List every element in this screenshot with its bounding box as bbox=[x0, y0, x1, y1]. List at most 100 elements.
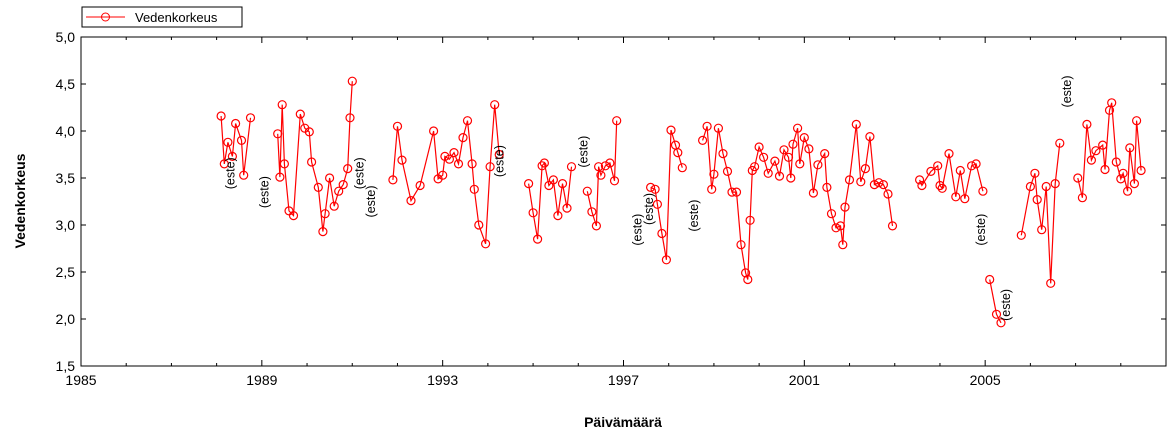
data-point bbox=[1111, 157, 1121, 167]
data-point bbox=[236, 135, 247, 145]
data-point bbox=[770, 156, 780, 166]
data-point bbox=[835, 221, 846, 231]
data-point bbox=[216, 111, 226, 121]
y-tick-label: 2,0 bbox=[56, 311, 76, 327]
y-axis-title: Vedenkorkeus bbox=[12, 153, 28, 248]
data-point bbox=[1055, 138, 1065, 148]
legend-box bbox=[81, 6, 243, 28]
data-point bbox=[1082, 119, 1092, 130]
data-point bbox=[557, 179, 568, 189]
data-point bbox=[415, 180, 425, 191]
x-tick-label: 2005 bbox=[970, 372, 1001, 388]
data-point bbox=[467, 159, 477, 169]
data-point bbox=[740, 268, 751, 278]
annotation-este: (este) bbox=[631, 214, 645, 246]
data-point bbox=[307, 157, 317, 167]
data-point bbox=[758, 152, 769, 162]
data-point bbox=[722, 166, 733, 176]
data-point bbox=[528, 208, 538, 218]
y-tick-label: 1,5 bbox=[56, 358, 76, 374]
data-point bbox=[553, 211, 563, 221]
legend: Vedenkorkeus bbox=[81, 6, 243, 28]
data-point bbox=[593, 162, 604, 172]
data-point bbox=[1037, 225, 1047, 235]
data-point bbox=[887, 221, 898, 231]
data-point bbox=[731, 187, 742, 197]
data-point bbox=[645, 182, 656, 192]
data-point bbox=[966, 161, 977, 171]
data-point bbox=[951, 192, 961, 202]
data-point bbox=[544, 180, 554, 191]
data-point bbox=[774, 171, 785, 181]
data-point bbox=[804, 144, 814, 154]
data-point bbox=[874, 178, 884, 188]
data-point bbox=[1032, 195, 1042, 205]
y-tick-label: 5,0 bbox=[56, 29, 76, 45]
data-point bbox=[406, 196, 416, 206]
data-point bbox=[652, 199, 663, 209]
data-point bbox=[1098, 140, 1108, 150]
series-line-segment bbox=[1077, 102, 1142, 198]
data-point bbox=[1100, 164, 1110, 175]
y-tick-label: 4,0 bbox=[56, 123, 76, 139]
data-point bbox=[914, 175, 925, 185]
data-point bbox=[754, 142, 764, 152]
annotation-este: (este) bbox=[493, 145, 507, 177]
data-point bbox=[851, 119, 861, 130]
y-tick-label: 3,0 bbox=[56, 217, 76, 233]
data-point bbox=[985, 274, 995, 285]
data-point bbox=[840, 202, 850, 212]
data-point bbox=[1116, 174, 1126, 184]
data-point bbox=[587, 207, 597, 217]
data-point bbox=[831, 223, 841, 233]
data-point bbox=[991, 309, 1002, 319]
data-point bbox=[325, 173, 335, 183]
data-point bbox=[996, 318, 1006, 328]
series-line-segment bbox=[702, 124, 894, 280]
data-point bbox=[1050, 179, 1060, 189]
data-point bbox=[334, 186, 344, 196]
annotation-este: (este) bbox=[353, 157, 367, 189]
data-point bbox=[474, 220, 484, 230]
series-line-segment bbox=[528, 161, 573, 240]
data-point bbox=[304, 127, 314, 137]
y-tick-label: 3,5 bbox=[56, 170, 76, 186]
data-point bbox=[917, 180, 927, 191]
series-line-segment bbox=[277, 81, 353, 232]
data-point bbox=[808, 188, 819, 198]
data-point bbox=[318, 227, 328, 237]
data-point bbox=[666, 125, 676, 135]
data-point bbox=[955, 165, 965, 176]
axis-ticks: 1,5 2,0 2,5 3,0 3,5 4,0 4,5 5,0 1985 1989 1993 1997… bbox=[56, 29, 1167, 388]
data-point bbox=[1025, 181, 1036, 192]
data-point bbox=[320, 209, 330, 219]
data-point bbox=[462, 116, 473, 126]
annotations: (este)(este) (este)(este) (este) (este)(est… bbox=[224, 76, 1074, 321]
y-tick-label: 2,5 bbox=[56, 264, 76, 280]
data-point bbox=[1046, 278, 1056, 288]
data-point bbox=[788, 139, 798, 149]
series-line-segment bbox=[919, 153, 984, 199]
data-point bbox=[481, 239, 491, 249]
data-point bbox=[612, 116, 622, 126]
annotation-este: (este) bbox=[364, 186, 378, 218]
data-point bbox=[749, 162, 760, 172]
data-point bbox=[329, 201, 339, 211]
data-point bbox=[343, 164, 353, 174]
annotation-este: (este) bbox=[687, 200, 701, 232]
data-point bbox=[591, 221, 602, 231]
data-point bbox=[219, 159, 229, 169]
series-line-segment bbox=[1020, 143, 1061, 284]
data-point bbox=[600, 161, 611, 171]
data-point bbox=[347, 76, 357, 86]
data-point bbox=[582, 186, 592, 196]
series-line-segment bbox=[989, 279, 1002, 324]
data-point bbox=[469, 184, 479, 194]
data-point bbox=[239, 170, 249, 180]
data-point bbox=[449, 148, 459, 158]
data-point bbox=[743, 274, 753, 285]
data-point bbox=[799, 133, 809, 143]
data-point bbox=[792, 123, 803, 133]
data-point bbox=[1091, 146, 1101, 156]
data-point bbox=[779, 145, 789, 155]
